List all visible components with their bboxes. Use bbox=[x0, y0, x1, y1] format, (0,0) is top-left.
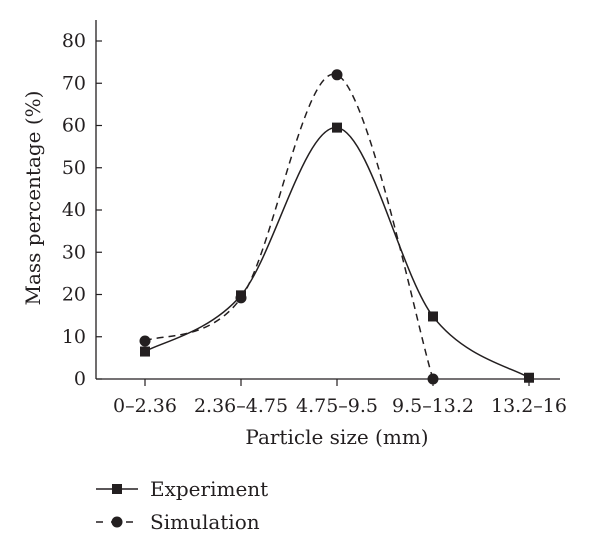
series-line-1 bbox=[144, 73, 434, 380]
series-line-0 bbox=[144, 126, 530, 379]
x-axis-title: Particle size (mm) bbox=[245, 425, 428, 449]
y-tick-label-4: 40 bbox=[62, 199, 86, 221]
series-0-point-0 bbox=[140, 346, 150, 357]
series-1-point-2 bbox=[331, 69, 343, 81]
axes: 0 10 20 30 40 50 60 70 80 0–2.36 2.36–4.75 4.75–9.5… bbox=[62, 20, 567, 417]
y-tick-label-1: 10 bbox=[62, 326, 86, 348]
legend-marker-0 bbox=[112, 484, 122, 494]
x-tick-label-2: 4.75–9.5 bbox=[296, 395, 378, 417]
series-0-point-3 bbox=[428, 311, 438, 322]
legend-marker-1 bbox=[111, 516, 123, 528]
y-tick-label-3: 30 bbox=[62, 241, 86, 263]
x-tick-label-4: 13.2–16 bbox=[491, 395, 567, 417]
series-0-point-2 bbox=[332, 122, 342, 133]
y-axis-title: Mass percentage (%) bbox=[21, 91, 45, 306]
series-0 bbox=[140, 122, 534, 383]
legend-label-1: Simulation bbox=[150, 510, 260, 534]
series-1 bbox=[139, 69, 439, 385]
series-0-point-4 bbox=[524, 372, 534, 383]
y-tick-label-7: 70 bbox=[62, 72, 86, 94]
legend: Experiment Simulation bbox=[96, 477, 268, 534]
y-tick-label-2: 20 bbox=[62, 284, 86, 306]
legend-label-0: Experiment bbox=[150, 477, 268, 501]
y-tick-label-8: 80 bbox=[62, 30, 86, 52]
x-tick-label-3: 9.5–13.2 bbox=[392, 395, 474, 417]
y-tick-label-6: 60 bbox=[62, 115, 86, 137]
x-tick-label-0: 0–2.36 bbox=[113, 395, 177, 417]
x-tick-label-1: 2.36–4.75 bbox=[194, 395, 288, 417]
series-1-point-1 bbox=[235, 292, 247, 304]
legend-item-0: Experiment bbox=[96, 477, 268, 501]
y-tick-label-0: 0 bbox=[74, 368, 86, 390]
series-1-point-0 bbox=[139, 335, 151, 347]
y-tick-label-5: 50 bbox=[62, 157, 86, 179]
series-1-point-3 bbox=[427, 373, 439, 385]
legend-item-1: Simulation bbox=[96, 510, 260, 534]
series-layer bbox=[139, 69, 534, 385]
